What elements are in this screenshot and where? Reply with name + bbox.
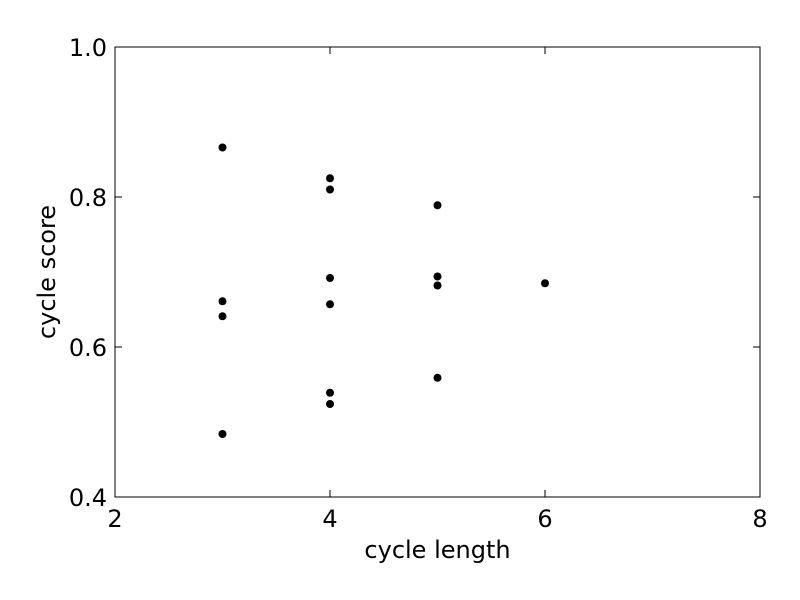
x-tick-label: 2 — [107, 505, 122, 533]
data-point — [326, 185, 334, 194]
x-tick-label: 8 — [752, 505, 767, 533]
y-tick-label: 1.0 — [69, 34, 107, 62]
data-point — [218, 297, 227, 306]
x-tick-label: 4 — [322, 505, 337, 533]
data-point — [326, 174, 334, 183]
y-tick-label: 0.4 — [69, 484, 107, 512]
x-axis-label: cycle length — [364, 536, 510, 564]
y-tick-label: 0.6 — [69, 334, 107, 362]
x-tick-label: 6 — [537, 505, 552, 533]
axis-ticks: 2 4 6 8 0.4 0.6 0.8 1.0 — [69, 34, 768, 533]
y-tick-label: 0.8 — [69, 184, 107, 212]
data-point — [433, 201, 442, 210]
plot-frame — [114, 46, 761, 498]
data-point — [541, 279, 549, 288]
data-point — [326, 300, 334, 309]
data-point — [326, 274, 334, 282]
data-point — [326, 400, 334, 408]
data-point — [218, 143, 227, 152]
data-point — [218, 430, 227, 438]
y-axis-label: cycle score — [33, 205, 61, 339]
data-points — [218, 143, 549, 438]
data-point — [433, 373, 442, 382]
data-point — [433, 272, 442, 281]
data-point — [218, 312, 227, 321]
data-point — [433, 281, 442, 290]
data-point — [326, 388, 334, 397]
